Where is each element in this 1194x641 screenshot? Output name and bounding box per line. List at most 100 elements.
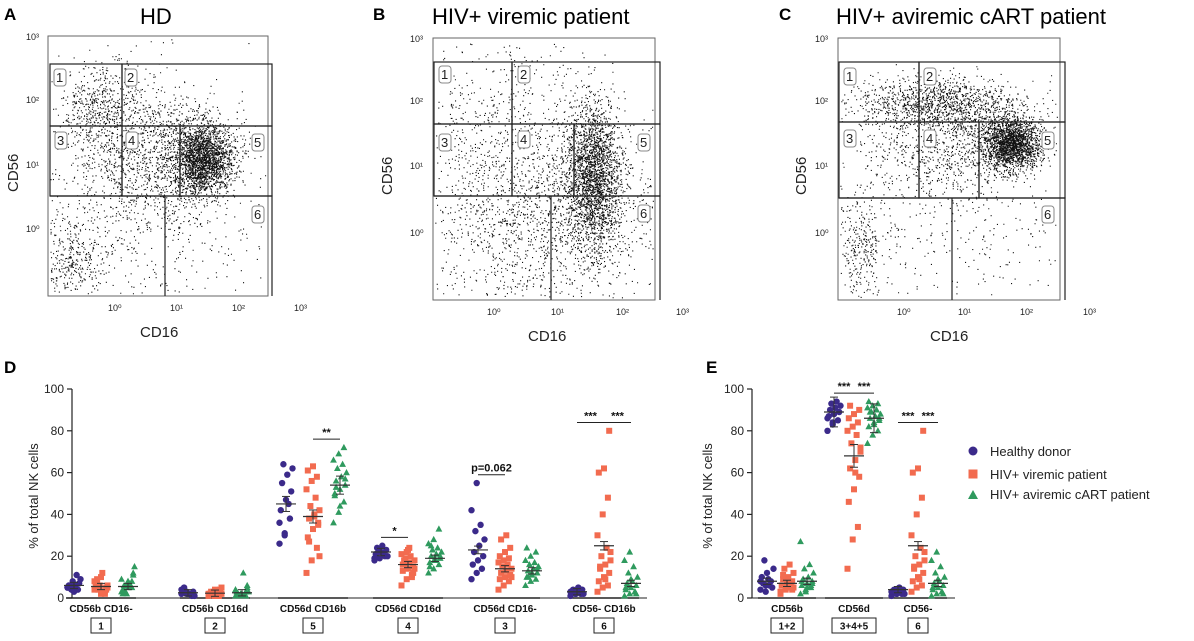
datapoint-aviremic (869, 431, 877, 438)
y-tick: 10¹ (26, 160, 39, 170)
datapoint-viremic (401, 557, 408, 564)
datapoint-aviremic (865, 397, 873, 405)
legend-healthy-marker (968, 446, 978, 456)
datapoint-viremic (505, 578, 512, 585)
datapoint-viremic (304, 534, 311, 541)
datapoint-viremic (857, 444, 864, 451)
datapoint-aviremic (123, 590, 131, 597)
x-tick: 10¹ (958, 307, 971, 317)
datapoint-viremic (854, 523, 861, 530)
datapoint-viremic (604, 494, 611, 501)
gates-a (49, 63, 273, 296)
datapoint-viremic (496, 553, 503, 560)
datapoint-viremic (316, 507, 323, 514)
datapoint-aviremic (526, 560, 533, 568)
datapoint-aviremic (430, 565, 438, 572)
datapoint-aviremic (874, 427, 882, 434)
gate-label: 1 (846, 69, 853, 84)
category-label: CD56d CD16d (375, 604, 441, 615)
datapoint-aviremic (877, 410, 884, 417)
y-tick: 10¹ (410, 161, 423, 171)
datapoint-viremic (917, 544, 924, 551)
datapoint-healthy (833, 398, 840, 405)
datapoint-viremic (410, 569, 417, 576)
datapoint-viremic (909, 578, 916, 585)
datapoint-aviremic (118, 575, 125, 582)
panel-title-a: HD (140, 4, 172, 29)
datapoint-aviremic (243, 581, 251, 589)
datapoint-aviremic (634, 573, 641, 580)
datapoint-viremic (604, 582, 611, 589)
x-axis-label-a: CD16 (140, 324, 178, 341)
datapoint-healthy (829, 419, 836, 426)
datapoint-aviremic (340, 498, 348, 505)
datapoint-viremic (498, 536, 505, 543)
datapoint-viremic (857, 448, 864, 455)
significance-label: * (392, 525, 397, 537)
datapoint-aviremic (874, 400, 882, 407)
gate-box (397, 617, 419, 634)
datapoint-viremic (503, 567, 510, 574)
panel-title-c: HIV+ aviremic cART patient (836, 4, 1106, 29)
datapoint-viremic (854, 419, 861, 426)
datapoint-viremic (790, 584, 797, 591)
datapoint-viremic (853, 431, 860, 438)
datapoint-healthy (281, 532, 288, 539)
gate-box-label: 1 (98, 622, 104, 633)
datapoint-viremic (218, 584, 225, 591)
dotplot-e: E % of total NK cells 0 20 40 60 80 100 CD56b 1… (700, 358, 955, 634)
datapoint-aviremic (626, 548, 634, 555)
datapoint-aviremic (523, 544, 531, 551)
legend-aviremic-label: HIV+ aviremic cART patient (990, 487, 1150, 502)
x-tick: 10¹ (551, 307, 564, 317)
gate-label: 2 (520, 67, 527, 82)
gate-box-label: 1+2 (779, 622, 796, 633)
datapoint-viremic (303, 569, 310, 576)
significance-label: *** (611, 410, 625, 422)
datapoint-healthy (837, 402, 844, 409)
y-tick-label: 0 (737, 591, 744, 605)
datapoint-aviremic (531, 558, 538, 566)
datapoint-healthy (480, 553, 487, 560)
datapoint-viremic (411, 557, 418, 564)
datapoint-viremic (99, 588, 106, 595)
datapoint-viremic (851, 411, 857, 418)
panel-title-b: HIV+ viremic patient (432, 4, 629, 29)
datapoint-viremic (916, 561, 923, 568)
datapoint-aviremic (522, 556, 529, 563)
dot-cloud-c (840, 64, 1058, 298)
datapoint-viremic (849, 536, 856, 543)
legend-healthy-label: Healthy donor (990, 444, 1072, 459)
datapoint-healthy (473, 569, 480, 577)
gate-labels-b: 1 2 3 4 5 6 (438, 65, 651, 223)
datapoint-viremic (303, 486, 310, 493)
y-tick: 10⁰ (410, 228, 424, 238)
x-axis-label-c: CD16 (930, 328, 968, 345)
gate-label: 4 (128, 133, 135, 148)
gate-labels-a: 1 2 3 4 5 6 (53, 68, 265, 224)
datapoint-viremic (306, 515, 313, 522)
significance-label: p=0.062 (471, 463, 512, 475)
datapoint-healthy (473, 479, 480, 487)
category-label: CD56b CD16- (69, 604, 132, 615)
datapoint-viremic (845, 415, 852, 422)
datapoint-aviremic (621, 592, 628, 599)
datapoint-viremic (502, 549, 508, 556)
datapoint-aviremic (934, 583, 942, 591)
datapoint-healthy (761, 557, 768, 564)
datapoint-viremic (849, 423, 856, 430)
datapoint-healthy (289, 465, 296, 472)
datapoint-viremic (607, 549, 614, 556)
category-label: CD56d CD16- (473, 604, 536, 615)
legend-aviremic-marker (968, 490, 978, 499)
datapoint-healthy (284, 471, 291, 478)
datapoint-aviremic (332, 477, 340, 484)
gate-box-label: 2 (212, 622, 218, 633)
x-tick: 10⁰ (897, 307, 911, 317)
datapoint-healthy (288, 488, 295, 495)
datapoint-viremic (852, 457, 859, 464)
datapoint-viremic (398, 551, 405, 558)
datapoint-aviremic (801, 565, 808, 572)
y-tick: 10⁰ (26, 224, 40, 234)
gate-label: 6 (254, 207, 261, 222)
